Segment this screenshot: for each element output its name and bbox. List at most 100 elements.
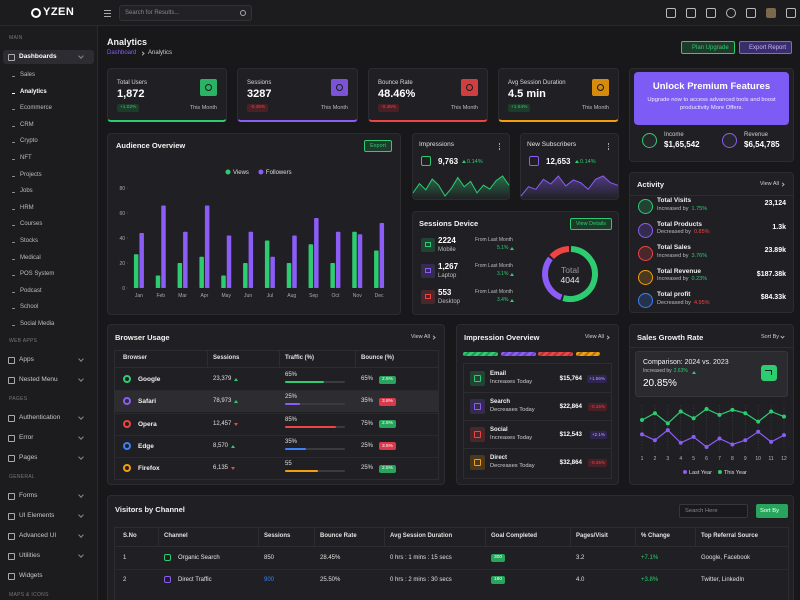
stat-value: 48.46%: [378, 88, 416, 100]
sort-by-button[interactable]: Sort By: [756, 504, 788, 518]
donut-segment: [562, 246, 598, 302]
impression-change: -0.45%: [590, 460, 605, 466]
sidebar-subitem[interactable]: Sales: [20, 72, 36, 78]
browser-usage-card: Browser Usage View All Browser Sessions Traf…: [107, 324, 445, 485]
sort-by-link[interactable]: Sort By: [760, 334, 779, 340]
sidebar-subitem[interactable]: CRM: [20, 121, 34, 128]
trend-arrow: [234, 378, 239, 381]
header-icon[interactable]: [666, 8, 676, 18]
sidebar-subitem[interactable]: Medical: [20, 254, 41, 261]
sidebar-item[interactable]: Apps: [19, 355, 34, 363]
column-header: Top Referral Source: [701, 533, 758, 539]
audience-overview-card: Audience Overview Export Views Followers 0 20…: [107, 133, 401, 315]
sidebar-item[interactable]: Pages: [19, 453, 38, 461]
header-icon[interactable]: [726, 8, 736, 18]
sidebar-item[interactable]: UI Elements: [19, 511, 55, 519]
x-tick-label: 1: [641, 456, 644, 462]
legend-label: Last Year: [689, 470, 712, 476]
stat-period: This Month: [320, 105, 348, 111]
sidebar-subitem[interactable]: School: [20, 304, 39, 311]
column-header: Sessions: [264, 533, 291, 539]
legend-label: Views: [233, 170, 249, 176]
sidebar-item[interactable]: Widgets: [19, 571, 43, 579]
sidebar-chevron: [78, 491, 84, 498]
bar: [374, 250, 379, 288]
sidebar-subitem[interactable]: Podcast: [20, 287, 42, 294]
device-caption: From Last Month: [475, 263, 513, 269]
stat-change-badge: +1.02%: [117, 104, 140, 112]
header: YZEN Search for Results...: [0, 0, 800, 26]
header-icon[interactable]: [786, 8, 796, 18]
bar: [352, 231, 357, 288]
bounce-badge: 2.5%: [379, 375, 396, 384]
export-report-button[interactable]: Export Report: [739, 41, 792, 54]
sidebar-item[interactable]: Authentication: [19, 413, 61, 421]
sidebar-chevron: [78, 453, 84, 460]
sidebar-subitem[interactable]: Ecommerce: [20, 105, 53, 112]
column-header: Channel: [164, 533, 188, 539]
header-icon[interactable]: [766, 8, 776, 18]
view-details-button[interactable]: View Details: [569, 218, 612, 230]
row-divider: [464, 448, 611, 449]
sidebar-item[interactable]: Error: [19, 433, 34, 441]
sidebar-subitem[interactable]: Stocks: [20, 238, 39, 244]
sidebar-dash: [12, 109, 15, 111]
sidebar-subitem[interactable]: Crypto: [20, 138, 38, 145]
view-all-link[interactable]: View All: [759, 181, 779, 187]
header-icon[interactable]: [706, 8, 716, 18]
table-cell: 900: [264, 577, 275, 583]
breadcrumb-link[interactable]: Dashboard: [107, 50, 137, 56]
sidebar-subitem[interactable]: Analytics: [20, 88, 47, 95]
sidebar-item[interactable]: Utilities: [19, 551, 40, 559]
visitors-search[interactable]: Search Here: [679, 504, 748, 518]
stat-value: 3287: [247, 88, 272, 100]
search-box[interactable]: Search for Results...: [119, 5, 252, 21]
sessions-value: 8,570: [213, 442, 229, 449]
sidebar-subitem[interactable]: NFT: [20, 155, 32, 161]
view-all-link[interactable]: View All: [584, 334, 604, 340]
stat-icon: [200, 79, 217, 96]
stat-card: Bounce Rate 48.46% -0.45% This Month: [368, 68, 488, 122]
sidebar-icon: [8, 356, 15, 364]
line-point: [704, 445, 709, 449]
sidebar-item[interactable]: Dashboards: [19, 53, 57, 60]
x-tick-label: Dec: [375, 293, 384, 299]
bounce-value: 25%: [361, 465, 374, 472]
mini-icon: [421, 156, 431, 166]
y-tick-label: 80: [119, 186, 125, 192]
mini-change: 0.14%: [580, 158, 596, 165]
sidebar-subitem[interactable]: Social Media: [20, 321, 55, 327]
donut-segment: [542, 256, 563, 301]
bar: [308, 244, 314, 288]
card-title: Sessions Device: [419, 219, 479, 228]
sidebar-subitem[interactable]: Courses: [20, 221, 43, 228]
view-all-link[interactable]: View All: [410, 334, 430, 340]
divider: [630, 347, 793, 348]
bar: [314, 218, 319, 288]
x-tick-label: Jan: [135, 293, 143, 299]
sidebar-item[interactable]: Forms: [19, 491, 38, 499]
x-tick-label: Jul: [267, 293, 273, 299]
header-icon[interactable]: [746, 8, 756, 18]
device-icon-glyph: [425, 242, 431, 247]
trend-arrow: [691, 370, 696, 374]
plan-upgrade-button[interactable]: Plan Upgrade: [681, 41, 735, 54]
search-placeholder: Search Here: [685, 508, 718, 514]
sidebar-item[interactable]: Advanced UI: [19, 531, 57, 539]
sidebar-subitem[interactable]: Projects: [20, 171, 42, 178]
sidebar-subitem[interactable]: HRM: [20, 204, 34, 211]
impression-value: $22,864: [559, 403, 582, 410]
activity-name: Total Visits: [657, 197, 692, 204]
sidebar-subitem[interactable]: Jobs: [20, 188, 33, 195]
activity-caption: Decreased by: [657, 299, 691, 306]
mini-change: 0.14%: [467, 158, 483, 165]
activity-icon: [638, 199, 653, 214]
activity-name: Total profit: [657, 291, 691, 298]
export-button[interactable]: Export: [364, 140, 392, 152]
header-icon[interactable]: [686, 8, 696, 18]
sidebar-subitem[interactable]: POS System: [20, 271, 55, 278]
sidebar-dash: [12, 242, 15, 243]
device-value: 553: [438, 288, 452, 297]
sidebar-item[interactable]: Nested Menu: [19, 375, 58, 383]
sidebar-chevron: [78, 375, 84, 382]
